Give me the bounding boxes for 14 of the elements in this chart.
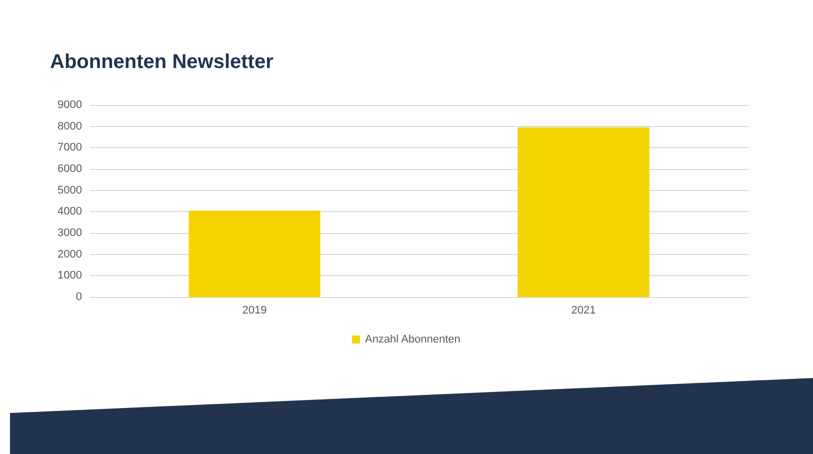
y-tick-label: 3000 [58,227,82,239]
legend-label: Anzahl Abonnenten [364,334,460,346]
y-tick-label: 7000 [58,142,82,154]
y-tick-label: 8000 [58,120,82,132]
y-tick-label: 0 [76,291,82,303]
x-tick-label: 2021 [571,304,596,316]
chart-title: Abonnenten Newsletter [50,51,274,73]
y-tick-label: 2000 [58,248,82,260]
y-tick-label: 4000 [58,206,82,218]
y-tick-label: 6000 [58,163,82,175]
x-tick-label: 2019 [242,304,267,316]
y-tick-label: 9000 [58,99,82,111]
y-tick-label: 1000 [58,270,82,282]
y-tick-label: 5000 [58,184,82,196]
